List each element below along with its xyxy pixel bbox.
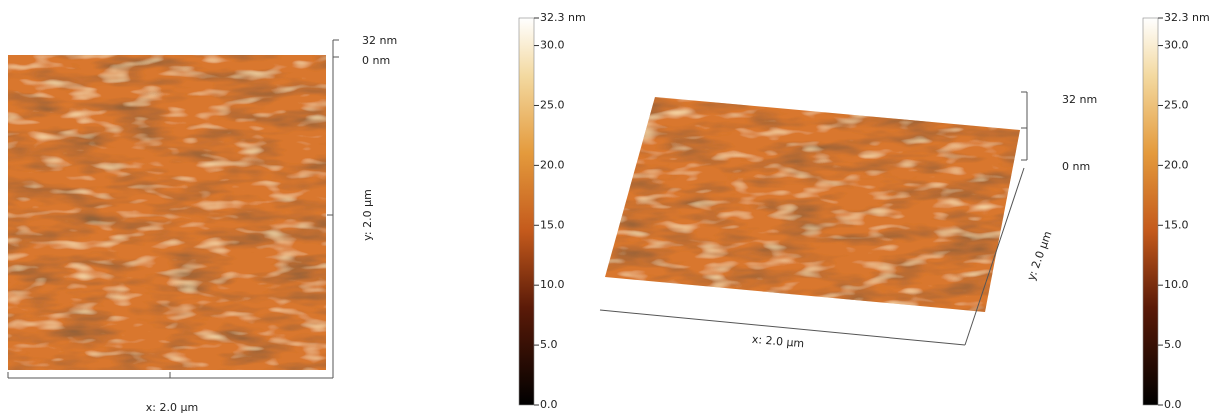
colorbar-tick-label: 30.0	[1164, 39, 1189, 52]
z-top-label: 32 nm	[362, 34, 397, 47]
colorbar-tick-label: 0.0	[1164, 398, 1182, 411]
colorbar	[519, 18, 534, 405]
colorbar-tick-label: 20.0	[1164, 158, 1189, 171]
colorbar-tick-label: 0.0	[540, 398, 558, 411]
colorbar	[1143, 18, 1158, 405]
colorbar-tick-label: 20.0	[540, 158, 565, 171]
figure: 32 nm 0 nm y: 2.0 µm x: 2.0 µm 32 nm 0 n…	[0, 0, 1209, 420]
colorbar-tick-label: 32.3 nm	[540, 11, 586, 24]
x-axis-label: x: 2.0 µm	[751, 333, 804, 351]
z-bottom-label: 0 nm	[362, 54, 390, 67]
colorbar-tick-label: 5.0	[540, 338, 558, 351]
surface-image	[8, 55, 326, 370]
colorbar-tick-label: 32.3 nm	[1164, 11, 1209, 24]
colorbar-tick-label: 30.0	[540, 39, 565, 52]
surface-3d	[605, 97, 1020, 312]
colorbar-tick-label: 10.0	[1164, 278, 1189, 291]
colorbar-tick-label: 10.0	[540, 278, 565, 291]
y-axis-label: y: 2.0 µm	[1025, 229, 1055, 282]
z-bottom-label: 0 nm	[1062, 160, 1090, 173]
colorbar-tick-label: 15.0	[540, 218, 565, 231]
z-top-label: 32 nm	[1062, 93, 1097, 106]
colorbar-tick-label: 25.0	[1164, 98, 1189, 111]
colorbar-tick-label: 15.0	[1164, 218, 1189, 231]
colorbar-tick-label: 25.0	[540, 98, 565, 111]
y-axis-label: y: 2.0 µm	[361, 189, 374, 241]
colorbar-tick-label: 5.0	[1164, 338, 1182, 351]
x-axis-label: x: 2.0 µm	[146, 401, 198, 414]
